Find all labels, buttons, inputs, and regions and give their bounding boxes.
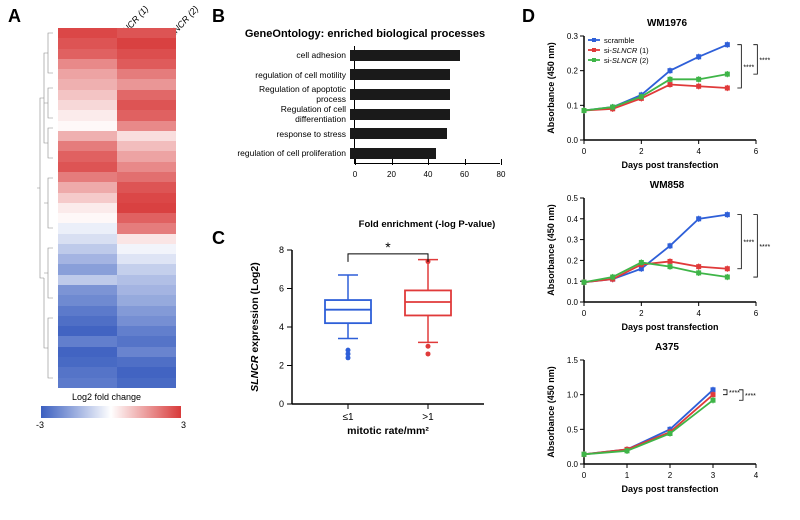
svg-text:Absorbance (450 nm): Absorbance (450 nm)	[546, 42, 556, 134]
svg-text:****: ****	[759, 244, 770, 251]
svg-text:4: 4	[696, 147, 701, 156]
svg-text:0.0: 0.0	[567, 298, 579, 307]
svg-text:1.0: 1.0	[567, 391, 579, 400]
svg-text:Absorbance (450 nm): Absorbance (450 nm)	[546, 366, 556, 458]
svg-text:****: ****	[729, 390, 740, 397]
svg-text:8: 8	[279, 245, 284, 255]
growth-curves: WM197602460.00.10.20.3Absorbance (450 nm…	[542, 18, 792, 498]
svg-text:*: *	[385, 239, 391, 255]
go-bar	[350, 148, 436, 159]
svg-text:0: 0	[279, 399, 284, 409]
svg-text:2: 2	[639, 309, 644, 318]
svg-text:3: 3	[711, 471, 716, 480]
panel-label-b: B	[212, 6, 225, 27]
svg-text:6: 6	[754, 147, 759, 156]
go-category-label: Regulation of apoptotic process	[230, 84, 350, 104]
svg-text:****: ****	[759, 57, 770, 64]
svg-text:1.5: 1.5	[567, 356, 579, 365]
svg-text:2: 2	[279, 361, 284, 371]
svg-text:0.4: 0.4	[567, 215, 579, 224]
svg-text:>1: >1	[422, 412, 434, 423]
heatmap: si-SLNCR (1) si-SLNCR (2)	[36, 28, 186, 388]
svg-text:****: ****	[745, 393, 756, 400]
go-bar	[350, 109, 450, 120]
svg-text:≤1: ≤1	[342, 412, 353, 423]
heatmap-legend-title: Log2 fold change	[72, 392, 141, 402]
go-bar	[350, 50, 460, 61]
svg-text:0.0: 0.0	[567, 136, 579, 145]
growth-curve-panel: A375012340.00.51.01.5Absorbance (450 nm)…	[542, 342, 792, 498]
svg-text:0.3: 0.3	[567, 32, 579, 41]
svg-text:Days post transfection: Days post transfection	[621, 160, 718, 170]
svg-text:0: 0	[582, 309, 587, 318]
panel-label-a: A	[8, 6, 21, 27]
heatmap-cells	[58, 28, 176, 388]
go-title: GeneOntology: enriched biological proces…	[230, 28, 500, 40]
go-category-label: cell adhesion	[230, 50, 350, 60]
svg-text:Days post transfection: Days post transfection	[621, 322, 718, 332]
svg-text:****: ****	[743, 64, 754, 71]
svg-text:0.1: 0.1	[567, 277, 579, 286]
svg-text:si-SLNCR (1): si-SLNCR (1)	[604, 46, 649, 55]
svg-text:Days post transfection: Days post transfection	[621, 484, 718, 494]
svg-text:1: 1	[625, 471, 630, 480]
svg-text:0: 0	[582, 471, 587, 480]
svg-text:mitotic rate/mm²: mitotic rate/mm²	[347, 425, 429, 437]
go-bar	[350, 128, 447, 139]
svg-text:0.5: 0.5	[567, 425, 579, 434]
svg-text:0.2: 0.2	[567, 67, 579, 76]
heatmap-gradient	[41, 406, 181, 418]
svg-text:****: ****	[743, 240, 754, 247]
go-category-label: regulation of cell motility	[230, 70, 350, 80]
dendrogram-icon	[36, 28, 54, 388]
svg-text:6: 6	[754, 309, 759, 318]
go-bar	[350, 69, 450, 80]
heatmap-col1	[58, 28, 117, 388]
go-category-label: Regulation of cell differentiation	[230, 104, 350, 124]
svg-text:6: 6	[279, 284, 284, 294]
svg-text:0.1: 0.1	[567, 101, 579, 110]
go-bar	[350, 89, 450, 100]
panel-label-c: C	[212, 228, 225, 249]
svg-text:0.0: 0.0	[567, 460, 579, 469]
boxplot-svg: 0 2 4 6 8 SLNCR expression (Log2) mitotic rate…	[244, 240, 494, 440]
go-bar-chart: GeneOntology: enriched biological proces…	[230, 28, 500, 198]
svg-text:0: 0	[582, 147, 587, 156]
heatmap-col2	[117, 28, 176, 388]
panel-label-d: D	[522, 6, 535, 27]
svg-text:si-SLNCR (2): si-SLNCR (2)	[604, 56, 649, 65]
svg-text:scramble: scramble	[604, 36, 634, 45]
heatmap-legend: Log2 fold change -3 3	[36, 406, 186, 418]
svg-text:0.2: 0.2	[567, 256, 579, 265]
boxplot: 0 2 4 6 8 SLNCR expression (Log2) mitotic rate…	[244, 240, 494, 440]
legend-max: 3	[181, 420, 186, 430]
go-category-label: regulation of cell proliferation	[230, 148, 350, 158]
svg-text:0.3: 0.3	[567, 236, 579, 245]
svg-text:2: 2	[639, 147, 644, 156]
legend-min: -3	[36, 420, 44, 430]
go-category-label: response to stress	[230, 129, 350, 139]
svg-text:2: 2	[668, 471, 673, 480]
svg-text:0.5: 0.5	[567, 194, 579, 203]
svg-text:4: 4	[279, 322, 284, 332]
svg-text:Absorbance (450 nm): Absorbance (450 nm)	[546, 204, 556, 296]
go-plot: 020406080 cell adhesionregulation of cel…	[230, 46, 500, 164]
go-xlabel: Fold enrichment (-log P-value)	[354, 219, 500, 230]
growth-curve-panel: WM85802460.00.10.20.30.40.5Absorbance (4…	[542, 180, 792, 336]
growth-curve-panel: WM197602460.00.10.20.3Absorbance (450 nm…	[542, 18, 792, 174]
svg-text:4: 4	[754, 471, 759, 480]
svg-text:4: 4	[696, 309, 701, 318]
svg-text:SLNCR expression (Log2): SLNCR expression (Log2)	[249, 262, 261, 392]
